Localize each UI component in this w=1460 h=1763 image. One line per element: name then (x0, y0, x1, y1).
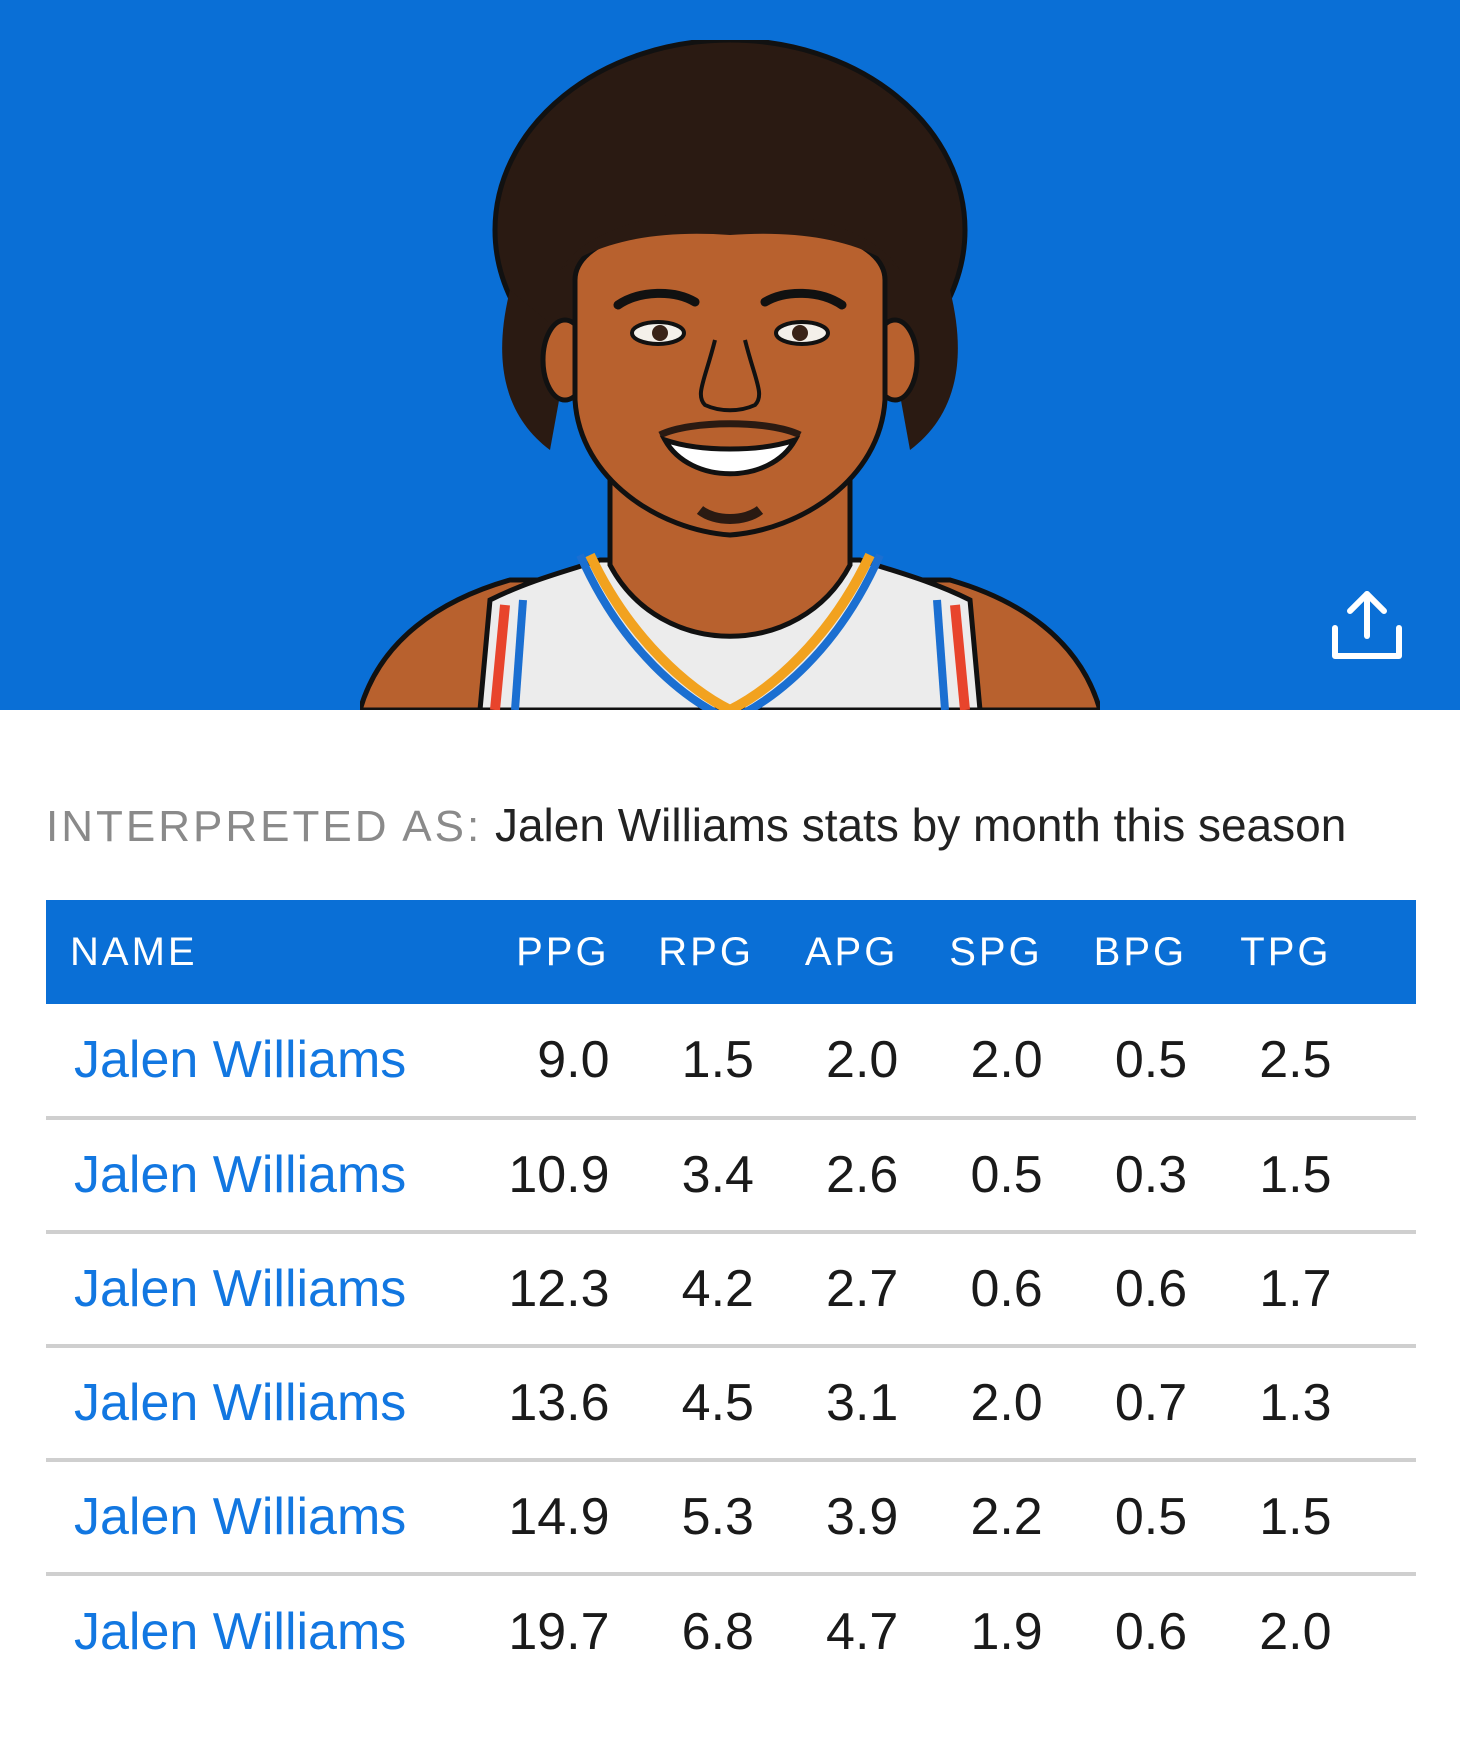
ppg-cell: 9.0 (537, 1031, 610, 1089)
rpg-cell: 3.4 (681, 1146, 754, 1204)
stats-table-container[interactable]: NAME PPG RPG APG SPG BPG TPG FG Jalen Wi… (46, 900, 1416, 1690)
player-name-cell: Jalen Williams (46, 1574, 475, 1688)
spg-cell: 2.0 (970, 1374, 1043, 1432)
player-name-link[interactable]: Jalen Williams (74, 1146, 407, 1204)
hero-banner (0, 0, 1460, 710)
tpg-cell: 1.5 (1259, 1146, 1332, 1204)
rpg-cell: 4.2 (681, 1260, 754, 1318)
table-row: Jalen Williams 12.3 4.2 2.7 0.6 0.6 1.7 … (46, 1232, 1416, 1346)
ppg-cell: 12.3 (508, 1260, 610, 1318)
spg-cell: 0.5 (970, 1146, 1043, 1204)
apg-cell: 2.7 (826, 1260, 899, 1318)
player-name-cell: Jalen Williams (46, 1118, 475, 1232)
spg-cell: 2.0 (970, 1031, 1043, 1089)
bpg-cell: 0.6 (1114, 1603, 1188, 1661)
share-button[interactable] (1322, 584, 1412, 674)
column-header-tpg[interactable]: TPG (1240, 929, 1332, 974)
player-name-link[interactable]: Jalen Williams (74, 1260, 407, 1318)
fg-cell: 5. (1342, 1346, 1416, 1460)
ppg-cell: 14.9 (508, 1488, 610, 1546)
rpg-cell: 6.8 (681, 1603, 754, 1661)
fg-cell: 7 (1342, 1574, 1416, 1688)
table-row: Jalen Williams 9.0 1.5 2.0 2.0 0.5 2.5 3… (46, 1004, 1416, 1118)
interpreted-label: INTERPRETED AS: (46, 802, 483, 851)
share-upload-icon (1332, 591, 1402, 659)
apg-cell: 3.9 (826, 1488, 899, 1546)
bpg-cell: 0.6 (1114, 1260, 1188, 1318)
rpg-cell: 5.3 (681, 1488, 754, 1546)
tpg-cell: 1.3 (1259, 1374, 1332, 1432)
player-name-cell: Jalen Williams (46, 1346, 475, 1460)
interpreted-query: INTERPRETED AS: Jalen Williams stats by … (46, 795, 1346, 857)
spg-cell: 0.6 (970, 1260, 1043, 1318)
column-header-bpg[interactable]: BPG (1093, 929, 1188, 974)
player-name-cell: Jalen Williams (46, 1460, 475, 1574)
apg-cell: 2.0 (826, 1031, 899, 1089)
tpg-cell: 1.7 (1259, 1260, 1332, 1318)
player-name-cell: Jalen Williams (46, 1004, 475, 1118)
player-headshot-illustration (360, 40, 1100, 710)
ppg-cell: 13.6 (508, 1374, 610, 1432)
player-name-link[interactable]: Jalen Williams (74, 1031, 407, 1089)
table-row: Jalen Williams 13.6 4.5 3.1 2.0 0.7 1.3 … (46, 1346, 1416, 1460)
player-name-link[interactable]: Jalen Williams (74, 1374, 407, 1432)
spg-cell: 1.9 (970, 1603, 1043, 1661)
spg-cell: 2.2 (970, 1488, 1043, 1546)
interpreted-query-text: Jalen Williams stats by month this seaso… (494, 799, 1347, 851)
fg-cell: 5. (1342, 1460, 1416, 1574)
bpg-cell: 0.3 (1114, 1146, 1188, 1204)
player-name-link[interactable]: Jalen Williams (74, 1488, 407, 1546)
column-header-name[interactable]: NAME (70, 929, 198, 974)
apg-cell: 2.6 (826, 1146, 899, 1204)
column-header-fg[interactable]: FG (1342, 900, 1416, 1004)
bpg-cell: 0.5 (1114, 1031, 1188, 1089)
bpg-cell: 0.7 (1114, 1374, 1188, 1432)
ppg-cell: 10.9 (508, 1146, 610, 1204)
column-header-apg[interactable]: APG (804, 929, 899, 974)
fg-cell: 3. (1342, 1004, 1416, 1118)
rpg-cell: 1.5 (681, 1031, 754, 1089)
column-header-rpg[interactable]: RPG (658, 929, 754, 974)
player-name-link[interactable]: Jalen Williams (74, 1603, 407, 1661)
fg-cell: 4. (1342, 1118, 1416, 1232)
player-name-cell: Jalen Williams (46, 1232, 475, 1346)
column-header-ppg[interactable]: PPG (516, 929, 610, 974)
fg-cell: 4. (1342, 1232, 1416, 1346)
table-row: Jalen Williams 19.7 6.8 4.7 1.9 0.6 2.0 … (46, 1574, 1416, 1688)
table-row: Jalen Williams 10.9 3.4 2.6 0.5 0.3 1.5 … (46, 1118, 1416, 1232)
tpg-cell: 2.5 (1259, 1031, 1332, 1089)
tpg-cell: 2.0 (1259, 1603, 1332, 1661)
ppg-cell: 19.7 (508, 1603, 610, 1661)
rpg-cell: 4.5 (681, 1374, 754, 1432)
stats-table: NAME PPG RPG APG SPG BPG TPG FG Jalen Wi… (46, 900, 1416, 1688)
bpg-cell: 0.5 (1114, 1488, 1188, 1546)
table-header-row: NAME PPG RPG APG SPG BPG TPG FG (46, 900, 1416, 1004)
column-header-spg[interactable]: SPG (949, 929, 1043, 974)
tpg-cell: 1.5 (1259, 1488, 1332, 1546)
table-row: Jalen Williams 14.9 5.3 3.9 2.2 0.5 1.5 … (46, 1460, 1416, 1574)
apg-cell: 3.1 (826, 1374, 899, 1432)
apg-cell: 4.7 (826, 1603, 899, 1661)
